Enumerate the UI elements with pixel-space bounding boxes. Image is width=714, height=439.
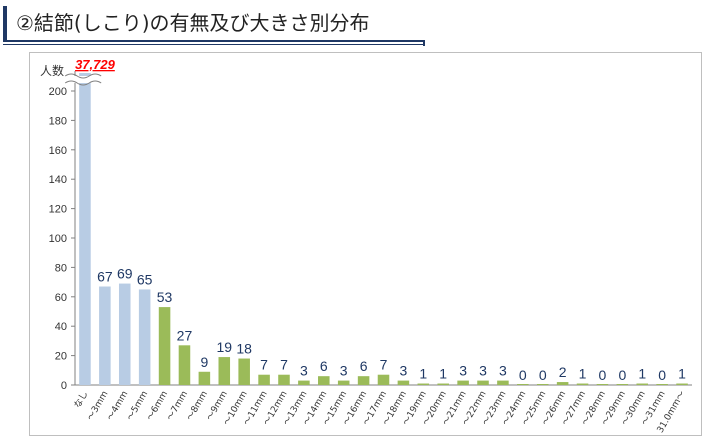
bar-value-label: 6 [320, 358, 328, 374]
bar-value-label: 37,729 [75, 57, 116, 72]
bar-value-label: 7 [380, 357, 388, 373]
bar-value-label: 6 [360, 358, 368, 374]
bar [79, 73, 91, 385]
header-accent-bar [3, 6, 7, 40]
y-tick-label: 180 [49, 115, 67, 127]
bar [178, 345, 191, 385]
bar-value-label: 27 [177, 327, 193, 343]
bar-value-label: 53 [157, 289, 173, 305]
bar-value-label: 65 [137, 271, 153, 287]
bar-value-label: 1 [678, 366, 686, 382]
page-header: ②結節(しこり)の有無及び大きさ別分布 [0, 0, 714, 46]
bar-value-label: 67 [97, 269, 113, 285]
bar [99, 286, 111, 385]
y-tick-label: 40 [55, 321, 67, 333]
bar-value-label: 3 [499, 363, 507, 379]
bar [258, 374, 270, 385]
y-tick-label: 120 [49, 204, 67, 216]
bar [556, 382, 569, 385]
bar [397, 380, 410, 385]
bar-value-label: 69 [117, 266, 133, 282]
bar [457, 380, 469, 385]
bar [676, 383, 688, 385]
bar-value-label: 1 [419, 366, 427, 382]
y-tick-label: 80 [55, 262, 67, 274]
axis-break-line [64, 80, 102, 86]
bar-value-label: 0 [658, 367, 666, 383]
bar-value-label: 0 [599, 367, 607, 383]
bar [198, 371, 211, 385]
page-title: ②結節(しこり)の有無及び大きさ別分布 [16, 11, 370, 35]
bar [477, 380, 489, 385]
bar [118, 283, 131, 385]
bar [278, 374, 290, 385]
bar [218, 357, 231, 385]
bar [337, 380, 350, 385]
bar [238, 358, 250, 385]
chart-frame: 0 20 40 60 80 100 120 140 160 180 200 人数 37,729 なし 67 ～… [29, 52, 702, 436]
bar-value-label: 18 [236, 341, 252, 357]
bar [318, 376, 330, 385]
bar-value-label: 3 [479, 363, 487, 379]
bar [636, 383, 649, 385]
bar-value-label: 3 [400, 363, 408, 379]
bar-value-label: 7 [280, 357, 288, 373]
y-tick-label: 160 [49, 145, 67, 157]
bar [497, 380, 509, 385]
bar [596, 384, 609, 385]
bar-value-label: 3 [300, 363, 308, 379]
bar [576, 383, 589, 385]
axis-break-line [64, 73, 102, 79]
bar-value-label: 0 [618, 367, 626, 383]
bar-value-label: 1 [439, 366, 447, 382]
bar-value-label: 0 [539, 367, 547, 383]
bar [616, 384, 629, 385]
bar [357, 376, 370, 385]
bar-value-label: 1 [638, 366, 646, 382]
bar-value-label: 19 [216, 339, 232, 355]
y-tick-label: 60 [55, 292, 67, 304]
y-tick-label: 100 [49, 233, 67, 245]
bar [377, 374, 390, 385]
bar [417, 383, 430, 385]
bar [536, 384, 549, 385]
axis-break-gap [65, 76, 93, 83]
bar [656, 384, 668, 385]
bar-value-label: 1 [579, 366, 587, 382]
bar-value-label: 2 [559, 364, 567, 380]
y-tick-label: 0 [61, 380, 67, 392]
y-axis-label: 人数 [40, 63, 64, 78]
bar [138, 289, 151, 385]
bar-value-label: 9 [200, 354, 208, 370]
bar-value-label: 0 [519, 367, 527, 383]
header-underline-cap [423, 40, 425, 46]
bar [517, 384, 529, 385]
bar [158, 307, 171, 385]
bar-value-label: 3 [459, 363, 467, 379]
bar [298, 380, 310, 385]
bar-value-label: 7 [260, 357, 268, 373]
bar-value-label: 3 [340, 363, 348, 379]
y-tick-label: 140 [49, 174, 67, 186]
bar [437, 383, 449, 385]
x-tick-label: なし [72, 389, 91, 410]
header-underline-secondary [3, 44, 423, 45]
header-underline [3, 40, 423, 42]
y-tick-label: 20 [55, 351, 67, 363]
y-tick-label: 200 [49, 86, 67, 98]
